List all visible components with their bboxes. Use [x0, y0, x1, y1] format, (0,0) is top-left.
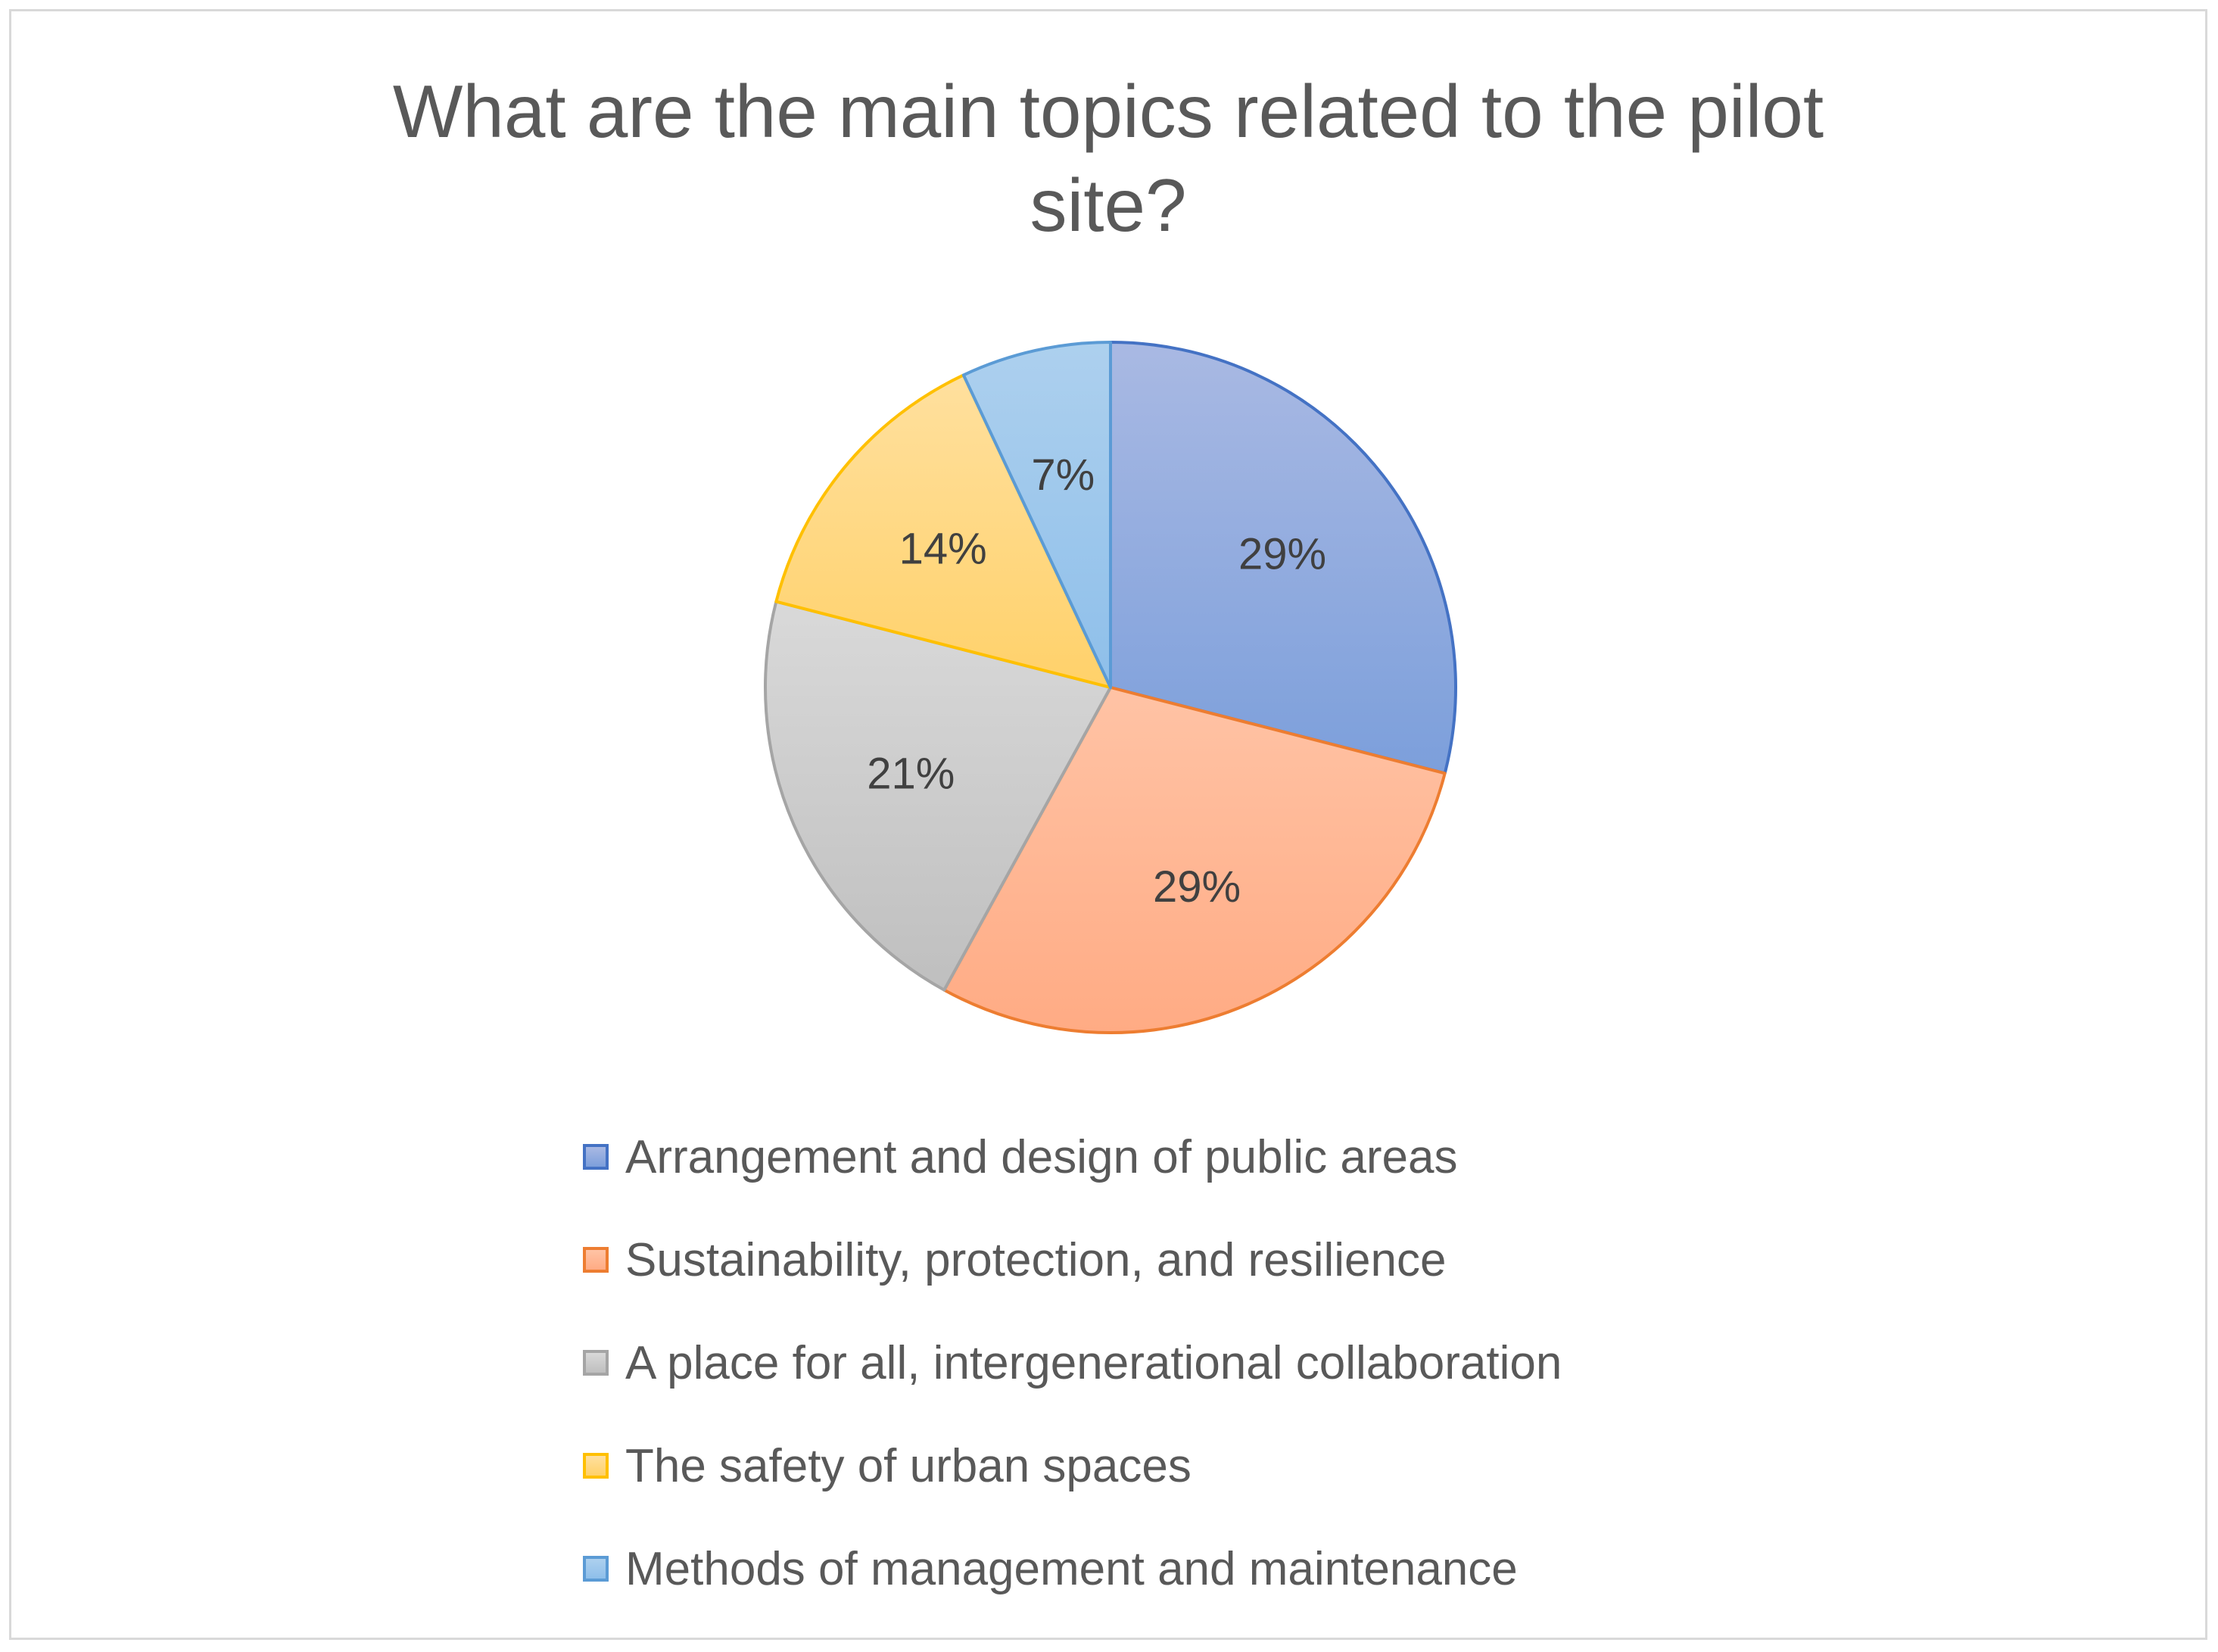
legend-item-place-for-all: A place for all, intergenerational colla… — [583, 1311, 1562, 1414]
legend-label: Methods of management and maintenance — [625, 1542, 1518, 1595]
legend-swatch — [583, 1453, 609, 1479]
data-label-safety: 14% — [899, 524, 987, 573]
chart-title-line-1: What are the main topics related to the … — [392, 70, 1824, 153]
legend-label: The safety of urban spaces — [625, 1439, 1192, 1492]
legend-swatch — [583, 1350, 609, 1376]
legend-item-management: Methods of management and maintenance — [583, 1517, 1562, 1620]
pie-slice-safety — [774, 373, 1112, 689]
chart-title: What are the main topics related to the … — [11, 64, 2205, 252]
pie-slice-arrangement — [1109, 341, 1457, 775]
legend-item-safety: The safety of urban spaces — [583, 1414, 1562, 1517]
data-label-management: 7% — [1031, 450, 1095, 500]
chart-title-line-2: site? — [1030, 164, 1187, 247]
legend-label: Sustainability, protection, and resilien… — [625, 1233, 1447, 1286]
legend: Arrangement and design of public areas Su… — [583, 1105, 1562, 1620]
data-label-place-for-all: 21% — [867, 750, 955, 799]
legend-swatch — [583, 1556, 609, 1582]
pie-slice-management — [961, 341, 1112, 689]
legend-label: Arrangement and design of public areas — [625, 1130, 1458, 1183]
legend-swatch — [583, 1247, 609, 1273]
legend-label: A place for all, intergenerational colla… — [625, 1336, 1562, 1389]
data-label-arrangement: 29% — [1238, 529, 1326, 578]
pie-slice-sustainability — [942, 686, 1447, 1035]
legend-swatch — [583, 1144, 609, 1170]
legend-item-sustainability: Sustainability, protection, and resilien… — [583, 1208, 1562, 1311]
legend-item-arrangement: Arrangement and design of public areas — [583, 1105, 1562, 1208]
data-label-sustainability: 29% — [1153, 862, 1241, 912]
pie-slice-place-for-all — [764, 600, 1112, 992]
